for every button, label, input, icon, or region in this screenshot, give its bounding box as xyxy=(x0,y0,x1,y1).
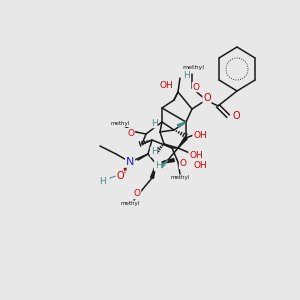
Text: O: O xyxy=(179,160,187,169)
Text: methyl: methyl xyxy=(182,65,204,70)
Text: H: H xyxy=(151,148,158,157)
Polygon shape xyxy=(156,158,174,164)
Text: N: N xyxy=(126,157,134,167)
Text: H: H xyxy=(154,161,161,170)
Text: OH: OH xyxy=(193,131,207,140)
Text: H: H xyxy=(183,71,189,80)
Polygon shape xyxy=(159,160,168,169)
Polygon shape xyxy=(177,122,186,127)
Text: methyl: methyl xyxy=(110,122,130,127)
Text: H: H xyxy=(99,176,105,185)
Text: O: O xyxy=(193,82,200,91)
Text: H: H xyxy=(151,118,158,127)
Text: OH: OH xyxy=(193,161,207,170)
Text: O: O xyxy=(116,171,124,181)
Text: methyl: methyl xyxy=(120,202,140,206)
Polygon shape xyxy=(178,137,187,148)
Text: O: O xyxy=(128,128,134,137)
Text: OH: OH xyxy=(159,82,173,91)
Text: O: O xyxy=(232,111,240,121)
Text: methyl: methyl xyxy=(170,176,190,181)
Text: O: O xyxy=(134,190,140,199)
Text: OH: OH xyxy=(189,152,203,160)
Text: O: O xyxy=(203,93,211,103)
Polygon shape xyxy=(151,164,156,178)
